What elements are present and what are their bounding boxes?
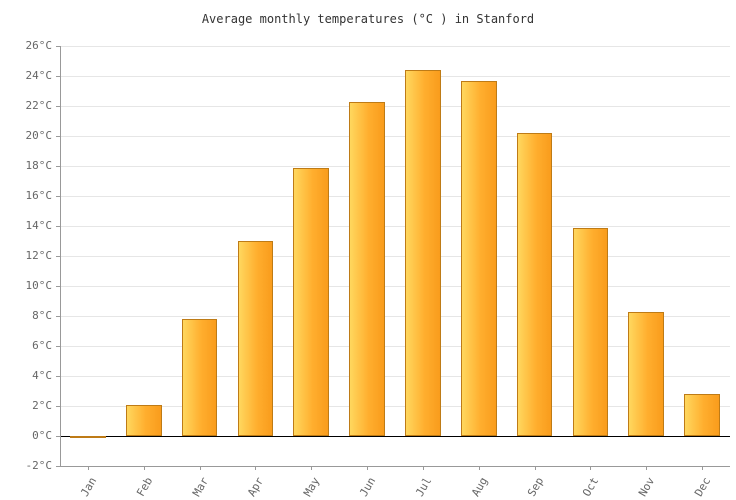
y-axis-tick-label: 6°C	[32, 339, 52, 352]
y-axis-tick-label: 12°C	[25, 249, 53, 262]
x-axis-tick-label: May	[301, 475, 323, 499]
x-axis-tick	[255, 466, 257, 470]
y-axis-tick-label: -2°C	[25, 459, 53, 472]
bar-sep	[516, 133, 553, 436]
y-axis-tick	[56, 466, 60, 467]
y-axis-tick	[56, 136, 60, 137]
y-axis-tick-label: 24°C	[25, 69, 53, 82]
x-axis-tick-label: Dec	[692, 475, 714, 499]
y-axis-tick	[56, 406, 60, 407]
y-axis-tick	[56, 346, 60, 347]
y-axis-tick-label: 16°C	[25, 189, 53, 202]
x-axis-tick	[478, 466, 480, 470]
gridline	[60, 406, 730, 407]
gridline	[60, 226, 730, 227]
bar-feb	[125, 404, 162, 436]
x-axis-tick-label: Jan	[77, 475, 100, 499]
bar-oct	[572, 227, 609, 436]
y-axis-tick	[56, 46, 60, 47]
gridline	[60, 346, 730, 347]
y-axis-tick-label: 26°C	[25, 39, 53, 52]
y-axis-tick-label: 4°C	[32, 369, 52, 382]
y-axis-tick-label: 20°C	[25, 129, 53, 142]
y-axis-tick	[56, 226, 60, 227]
y-axis-tick	[56, 106, 60, 107]
gridline	[60, 316, 730, 317]
bar-nov	[628, 311, 665, 436]
x-axis-tick	[702, 466, 704, 470]
y-axis-tick	[56, 166, 60, 167]
y-axis-tick-label: 2°C	[32, 399, 52, 412]
y-axis-tick	[56, 316, 60, 317]
gridline	[60, 46, 730, 47]
x-axis-tick-label: Feb	[133, 475, 156, 499]
y-axis-tick-label: 0°C	[32, 429, 52, 442]
x-axis-tick	[534, 466, 536, 470]
x-axis-tick-label: Oct	[580, 475, 602, 499]
gridline	[60, 136, 730, 137]
x-axis-tick-label: Jun	[357, 475, 379, 499]
x-axis-tick-label: Sep	[524, 475, 546, 499]
y-axis-tick-label: 14°C	[25, 219, 53, 232]
x-axis-tick	[87, 466, 89, 470]
zero-line	[60, 436, 730, 437]
gridline	[60, 286, 730, 287]
x-axis-tick-label: Apr	[245, 475, 267, 499]
x-axis-tick	[367, 466, 369, 470]
x-axis-tick	[311, 466, 313, 470]
x-axis-tick-label: Aug	[468, 475, 491, 499]
bar-apr	[237, 241, 274, 436]
gridline	[60, 166, 730, 167]
gridline	[60, 106, 730, 107]
bar-may	[293, 167, 330, 436]
x-axis-tick	[143, 466, 145, 470]
gridline	[60, 376, 730, 377]
x-axis-tick-label: Mar	[189, 475, 211, 499]
bar-dec	[684, 394, 720, 436]
y-axis-line	[60, 46, 61, 466]
x-axis-tick-label: Jul	[412, 475, 435, 499]
bar-jun	[349, 101, 385, 436]
y-axis-tick-label: 8°C	[32, 309, 52, 322]
x-axis-tick	[199, 466, 201, 470]
y-axis-tick	[56, 376, 60, 377]
bar-aug	[460, 80, 497, 436]
bar-jul	[405, 70, 441, 436]
x-axis-tick	[422, 466, 424, 470]
y-axis-tick	[56, 286, 60, 287]
y-axis-tick	[56, 256, 60, 257]
bar-jan	[70, 436, 106, 438]
y-axis-tick	[56, 196, 60, 197]
x-axis-tick-label: Nov	[636, 475, 658, 499]
gridline	[60, 466, 730, 467]
y-axis-tick-label: 10°C	[25, 279, 53, 292]
gridline	[60, 256, 730, 257]
x-axis-tick	[590, 466, 592, 470]
y-axis-tick	[56, 76, 60, 77]
gridline	[60, 196, 730, 197]
y-axis-tick-label: 18°C	[25, 159, 53, 172]
y-axis-tick	[56, 436, 60, 437]
gridline	[60, 76, 730, 77]
chart-title: Average monthly temperatures (°C ) in St…	[201, 12, 535, 26]
bar-mar	[181, 319, 218, 436]
x-axis-tick	[646, 466, 648, 470]
y-axis-tick-label: 22°C	[25, 99, 53, 112]
